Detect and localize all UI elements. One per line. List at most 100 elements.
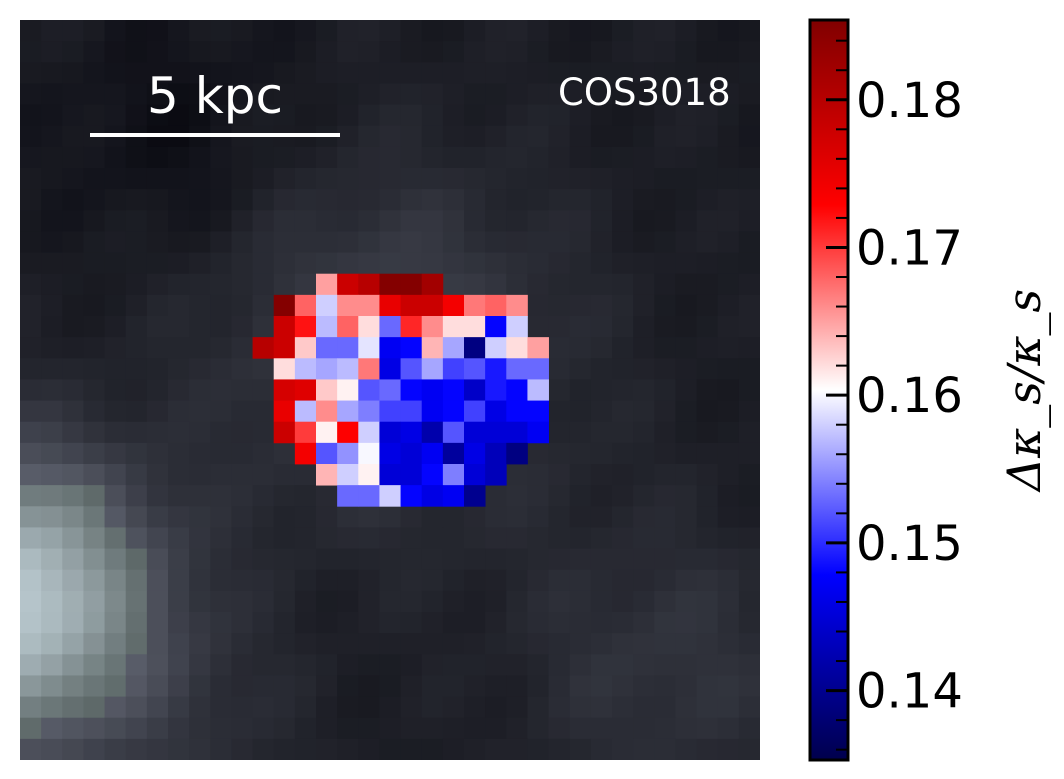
background-pixel xyxy=(125,41,148,63)
background-pixel xyxy=(168,633,190,655)
background-pixel xyxy=(675,442,698,465)
background-pixel xyxy=(168,294,190,317)
background-pixel xyxy=(294,569,317,592)
background-pixel xyxy=(41,20,63,42)
background-pixel xyxy=(189,506,211,529)
background-pixel xyxy=(62,62,85,85)
background-pixel xyxy=(464,189,486,211)
background-pixel xyxy=(20,738,42,760)
background-pixel xyxy=(41,337,63,359)
background-pixel xyxy=(252,41,275,63)
background-pixel xyxy=(675,633,698,655)
background-pixel xyxy=(168,590,190,613)
map-pixel xyxy=(464,464,486,486)
map-pixel xyxy=(400,442,423,465)
background-pixel xyxy=(633,612,655,634)
background-pixel xyxy=(442,696,465,719)
background-pixel xyxy=(506,168,529,190)
background-pixel xyxy=(696,738,719,760)
background-pixel xyxy=(612,569,634,592)
background-pixel xyxy=(738,125,760,148)
background-pixel xyxy=(62,527,85,550)
background-pixel xyxy=(358,675,381,698)
background-pixel xyxy=(104,442,127,465)
colorbar-tick-label: 0.15 xyxy=(856,516,963,572)
background-pixel xyxy=(104,506,127,529)
background-pixel xyxy=(41,41,63,63)
map-pixel xyxy=(337,273,359,296)
background-pixel xyxy=(675,273,698,296)
map-pixel xyxy=(506,358,528,380)
background-pixel xyxy=(210,189,233,211)
background-pixel xyxy=(527,527,550,550)
background-pixel xyxy=(506,189,529,211)
background-pixel xyxy=(316,569,338,592)
background-pixel xyxy=(337,189,359,211)
background-pixel xyxy=(485,41,507,63)
background-pixel xyxy=(20,62,42,85)
background-pixel xyxy=(633,633,655,655)
background-pixel xyxy=(294,654,317,677)
map-pixel xyxy=(400,379,423,401)
background-pixel xyxy=(146,104,169,127)
background-pixel xyxy=(20,464,42,486)
background-pixel xyxy=(252,273,275,296)
background-pixel xyxy=(548,464,571,486)
background-pixel xyxy=(527,590,550,613)
background-pixel xyxy=(633,316,655,338)
background-pixel xyxy=(527,146,550,169)
map-pixel xyxy=(400,294,423,317)
background-pixel xyxy=(189,231,211,254)
background-pixel xyxy=(654,20,677,42)
background-pixel xyxy=(696,41,719,63)
background-pixel xyxy=(485,168,507,190)
background-pixel xyxy=(633,104,655,127)
background-pixel xyxy=(400,62,423,85)
background-pixel xyxy=(146,675,169,698)
background-pixel xyxy=(20,569,42,592)
background-pixel xyxy=(83,738,106,760)
background-pixel xyxy=(358,20,381,42)
background-pixel xyxy=(548,654,571,677)
background-pixel xyxy=(358,168,381,190)
map-pixel xyxy=(337,464,359,486)
background-pixel xyxy=(548,612,571,634)
background-pixel xyxy=(379,125,402,148)
background-pixel xyxy=(168,485,190,507)
background-pixel xyxy=(379,41,402,63)
map-pixel xyxy=(527,400,549,423)
background-pixel xyxy=(62,696,85,719)
background-pixel xyxy=(146,41,169,63)
background-pixel xyxy=(104,485,127,507)
background-pixel xyxy=(231,146,254,169)
background-pixel xyxy=(83,527,106,550)
background-pixel xyxy=(400,548,423,571)
background-pixel xyxy=(125,442,148,465)
background-pixel xyxy=(738,612,760,634)
background-pixel xyxy=(717,62,740,85)
background-pixel xyxy=(231,696,254,719)
background-pixel xyxy=(210,464,233,486)
background-pixel xyxy=(231,717,254,740)
background-pixel xyxy=(125,464,148,486)
map-pixel xyxy=(485,442,507,465)
background-pixel xyxy=(231,252,254,275)
background-pixel xyxy=(316,189,338,211)
background-pixel xyxy=(104,464,127,486)
map-pixel xyxy=(337,294,359,317)
background-pixel xyxy=(400,738,423,760)
map-pixel xyxy=(337,442,359,465)
background-pixel xyxy=(569,633,592,655)
background-pixel xyxy=(189,464,211,486)
map-pixel xyxy=(273,337,296,359)
background-pixel xyxy=(569,717,592,740)
background-pixel xyxy=(612,104,634,127)
background-pixel xyxy=(316,252,338,275)
background-pixel xyxy=(337,104,359,127)
background-pixel xyxy=(168,189,190,211)
background-pixel xyxy=(738,442,760,465)
background-pixel xyxy=(62,379,85,402)
map-pixel xyxy=(421,316,444,338)
background-pixel xyxy=(231,738,254,760)
background-pixel xyxy=(464,210,486,233)
